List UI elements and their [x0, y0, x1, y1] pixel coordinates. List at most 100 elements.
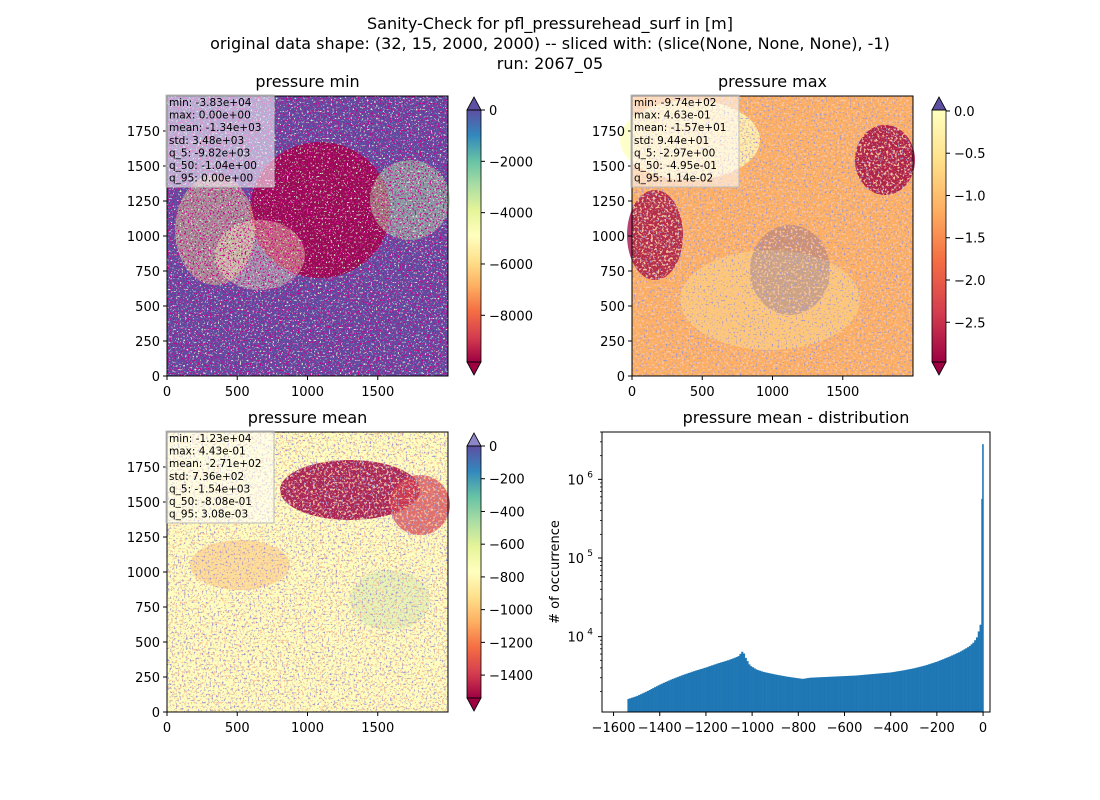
histogram-bar — [684, 674, 687, 712]
x-tick-label: 1000 — [756, 385, 789, 400]
y-tick-exponent: 5 — [587, 549, 593, 559]
colorbar-tick-label: 0 — [489, 104, 497, 119]
histogram-bar — [707, 666, 710, 712]
histogram-bar — [775, 674, 778, 712]
histogram-bar — [935, 661, 938, 712]
histogram-bar — [714, 664, 717, 712]
x-tick-label: −1200 — [684, 721, 728, 736]
y-tick-label: 0 — [617, 370, 625, 385]
histogram-bar — [789, 677, 792, 712]
histogram-bar — [830, 676, 833, 712]
histogram-bar — [856, 675, 859, 712]
stats-line: q_5: -1.54e+03 — [169, 483, 250, 495]
colorbar-max-extend — [931, 96, 947, 111]
histogram-bar — [840, 676, 843, 712]
histogram-bar — [885, 672, 888, 712]
stats-line: q_50: -1.04e+00 — [169, 160, 257, 172]
colorbar-tick-label: −2.0 — [954, 274, 986, 289]
histogram-bar — [920, 666, 923, 712]
histogram-bar — [753, 668, 756, 712]
colorbar-tick-label: −1400 — [489, 669, 533, 684]
x-tick-label: 500 — [225, 721, 250, 736]
figure-title-line-3: run: 2067_05 — [496, 54, 604, 73]
histogram-bar — [783, 676, 786, 712]
histogram-bar — [798, 678, 801, 712]
y-tick-label: 1500 — [127, 160, 160, 175]
histogram-bar — [835, 676, 838, 712]
histogram-bar — [808, 677, 811, 712]
x-tick-label: 0 — [163, 385, 171, 400]
y-tick-label: 1750 — [127, 125, 160, 140]
histogram-bar — [842, 676, 845, 712]
colorbar-tick-label: −1.5 — [954, 232, 986, 247]
y-tick-label: 1000 — [592, 230, 625, 245]
x-tick-label: −800 — [780, 721, 816, 736]
histogram-bar — [698, 669, 701, 712]
colorbar-min-extend — [466, 697, 482, 712]
colorbar: 0 −2000 −4000 −6000 −8000 — [466, 96, 533, 376]
histogram-bar — [917, 667, 920, 712]
histogram-bar — [629, 698, 632, 712]
x-tick-label: 500 — [225, 385, 250, 400]
histogram-bar — [846, 675, 849, 712]
histogram-bar — [823, 677, 826, 712]
x-tick-label: 1500 — [361, 385, 394, 400]
y-tick-label: 750 — [135, 265, 160, 280]
histogram-bar — [742, 653, 746, 712]
y-tick-label: 1750 — [127, 461, 160, 476]
histogram-bar — [904, 669, 907, 712]
histogram-bar — [721, 661, 724, 712]
histogram-bar — [666, 681, 669, 712]
histogram-bar — [687, 672, 690, 712]
histogram-bar — [782, 675, 785, 712]
y-tick-exponent: 6 — [587, 470, 593, 480]
stats-box-background — [630, 94, 740, 188]
colorbar-tick-label: −1000 — [489, 604, 533, 619]
histogram-bar — [739, 653, 742, 712]
histogram-bar — [751, 667, 754, 712]
histogram-bar — [710, 665, 714, 712]
histogram-bar — [728, 659, 731, 712]
histogram-bar — [643, 692, 646, 712]
histogram-bar — [849, 675, 852, 712]
histogram-bar — [694, 670, 698, 712]
histogram-bar — [748, 664, 751, 712]
histogram-bar — [967, 647, 970, 712]
histogram-bar — [936, 661, 939, 712]
histogram-bar — [682, 674, 685, 712]
histogram-bar — [951, 655, 954, 712]
y-tick-label: 750 — [135, 601, 160, 616]
panel-title: pressure mean - distribution — [683, 408, 910, 427]
histogram-bar — [725, 660, 728, 712]
colorbar-tick-label: −0.5 — [954, 147, 986, 162]
histogram-bar — [750, 666, 753, 712]
colorbar-tick-label: −8000 — [489, 309, 533, 324]
histogram-bar — [945, 657, 948, 712]
colorbar-tick-label: −200 — [489, 473, 525, 488]
histogram-bar — [956, 653, 959, 712]
histogram-bar — [970, 644, 973, 712]
y-tick-label: 1000 — [127, 230, 160, 245]
histogram-bar — [977, 631, 980, 712]
histogram-bar — [815, 677, 818, 712]
histogram-bar — [696, 670, 699, 712]
x-tick-label: 1500 — [826, 385, 859, 400]
histogram-bar — [718, 663, 721, 712]
histogram-bar — [974, 640, 977, 712]
histogram-bar — [799, 678, 802, 712]
histogram-bar — [876, 673, 879, 712]
histogram-bar — [757, 670, 760, 712]
histogram-bar — [655, 686, 658, 712]
stats-box-background — [165, 430, 275, 524]
stats-line: std: 3.48e+03 — [169, 135, 244, 147]
stats-line: q_95: 1.14e-02 — [634, 173, 713, 185]
figure-title-line-2: original data shape: (32, 15, 2000, 2000… — [210, 34, 890, 53]
panel-title: pressure max — [718, 72, 827, 91]
histogram-bar-peak — [982, 444, 984, 712]
histogram-bar — [801, 678, 804, 712]
histogram-bar — [913, 668, 916, 712]
y-tick-label: 10 — [567, 473, 584, 488]
